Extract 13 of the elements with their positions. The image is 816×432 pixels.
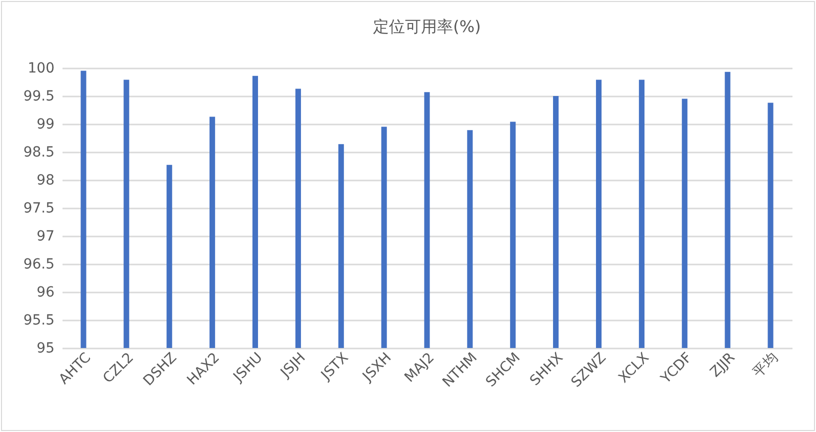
y-tick-label: 96 bbox=[36, 284, 55, 300]
y-tick-label: 100 bbox=[28, 60, 54, 76]
y-tick-label: 99 bbox=[36, 116, 54, 132]
y-tick-label: 95.5 bbox=[23, 312, 54, 328]
chart-title: 定位可用率(%) bbox=[373, 17, 481, 36]
x-tick-label: 平均 bbox=[750, 350, 782, 381]
y-tick-label: 95 bbox=[36, 340, 54, 356]
y-tick-label: 96.5 bbox=[23, 256, 54, 272]
y-tick-label: 99.5 bbox=[23, 88, 54, 104]
y-tick-label: 98.5 bbox=[23, 144, 54, 160]
y-tick-label: 97.5 bbox=[23, 200, 54, 216]
y-tick-label: 97 bbox=[36, 228, 54, 244]
y-tick-label: 98 bbox=[36, 172, 54, 188]
